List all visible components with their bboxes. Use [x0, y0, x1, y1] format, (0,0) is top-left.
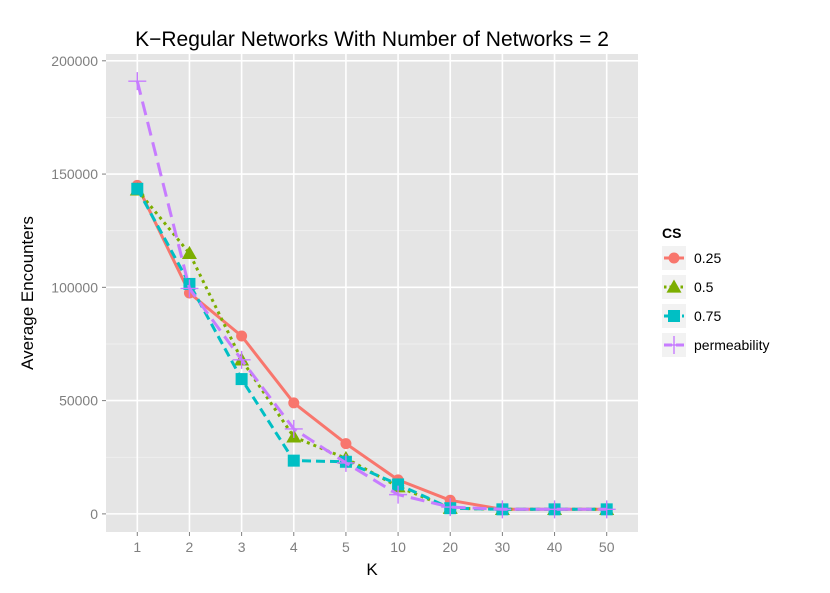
- data-point: [128, 72, 147, 91]
- x-tick-label: 3: [238, 539, 246, 555]
- series-line: [135, 188, 607, 511]
- y-tick-label: 100000: [51, 279, 98, 295]
- legend-label: permeability: [694, 337, 769, 353]
- x-tick-label: 2: [186, 539, 194, 555]
- legend-item: 0.25: [662, 246, 721, 270]
- data-point: [236, 330, 248, 342]
- y-tick-label: 200000: [51, 53, 98, 69]
- legend-item: permeability: [662, 333, 769, 357]
- legend-title: CS: [662, 225, 681, 241]
- data-point: [180, 279, 199, 298]
- x-tick-label: 40: [547, 539, 563, 555]
- x-tick-label: 4: [290, 539, 298, 555]
- x-axis-title: K: [366, 560, 378, 579]
- data-point: [545, 500, 564, 519]
- legend-label: 0.75: [694, 308, 721, 324]
- x-tick-label: 30: [495, 539, 511, 555]
- legend-key-marker: [665, 336, 683, 354]
- legend-key-marker: [668, 252, 680, 264]
- x-tick-label: 10: [390, 539, 406, 555]
- legend-item: 0.5: [662, 275, 714, 299]
- data-point: [284, 419, 303, 438]
- legend: CS 0.25 0.5 0.75 permeability: [662, 225, 769, 357]
- data-point: [288, 397, 300, 409]
- y-tick-label: 50000: [59, 393, 98, 409]
- series-layer: [128, 72, 616, 519]
- legend-key-marker: [666, 279, 682, 293]
- series-permeability: [128, 72, 616, 519]
- x-tick-label: 20: [442, 539, 458, 555]
- data-point: [235, 373, 248, 386]
- legend-key-marker: [668, 310, 680, 322]
- data-point: [131, 182, 144, 195]
- legend-item: 0.75: [662, 304, 721, 328]
- y-tick-label: 150000: [51, 166, 98, 182]
- data-point: [232, 350, 251, 369]
- y-axis-title: Average Encounters: [18, 216, 37, 370]
- series-line: [135, 80, 607, 511]
- x-tick-label: 5: [342, 539, 350, 555]
- y-axis: 0 50000 100000 150000 200000: [51, 53, 106, 522]
- x-tick-label: 50: [599, 539, 615, 555]
- data-point: [287, 454, 300, 467]
- data-point: [441, 498, 460, 517]
- data-point: [389, 485, 408, 504]
- chart-title: K−Regular Networks With Number of Networ…: [135, 28, 609, 51]
- data-point: [181, 245, 197, 259]
- x-tick-label: 1: [133, 539, 141, 555]
- data-point: [336, 453, 355, 472]
- data-point: [493, 500, 512, 519]
- data-point: [340, 438, 352, 450]
- data-point: [392, 478, 405, 491]
- x-axis: 1 2 3 4 5 10 20 30 40 50: [133, 532, 615, 555]
- legend-label: 0.5: [694, 279, 714, 295]
- y-tick-label: 0: [90, 506, 98, 522]
- data-point: [597, 500, 616, 519]
- legend-label: 0.25: [694, 250, 721, 266]
